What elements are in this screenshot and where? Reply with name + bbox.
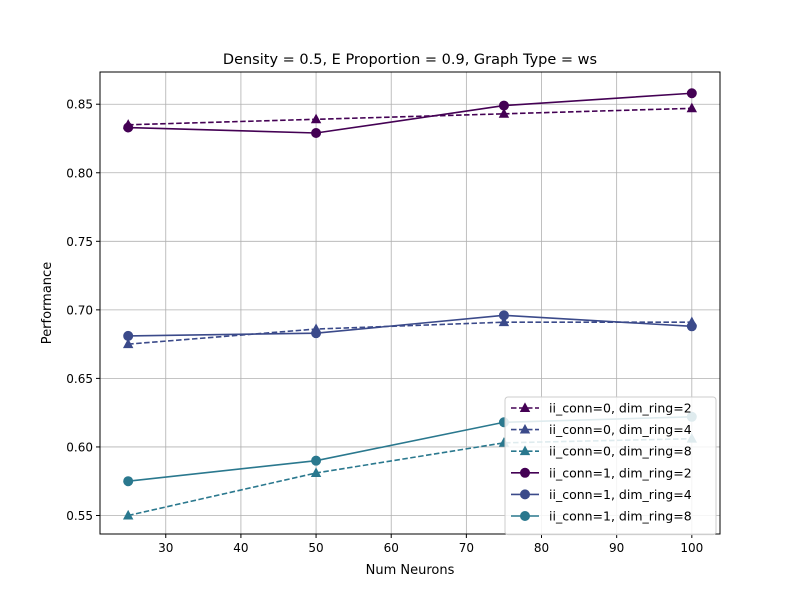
series-line <box>128 107 692 126</box>
data-point <box>311 328 322 339</box>
data-point <box>498 316 510 327</box>
data-point <box>123 476 134 487</box>
legend: ii_conn=0, dim_ring=2 ii_conn=0, dim_ring… <box>504 396 717 536</box>
legend-box <box>504 396 717 536</box>
legend-entry: ii_conn=1, dim_ring=2 <box>511 465 692 480</box>
legend-marker <box>519 402 531 412</box>
series-line-group <box>122 102 698 129</box>
data-point <box>498 310 509 321</box>
data-point <box>311 455 322 466</box>
series-line <box>128 314 692 337</box>
data-point <box>686 321 697 332</box>
data-point <box>310 113 322 124</box>
legend-entry: ii_conn=0, dim_ring=4 <box>511 422 692 437</box>
series-line-group <box>123 88 697 139</box>
data-point <box>123 122 134 133</box>
legend-entry: ii_conn=0, dim_ring=8 <box>511 444 692 459</box>
data-point <box>122 338 134 349</box>
chart-title: Density = 0.5, E Proportion = 0.9, Graph… <box>223 52 597 68</box>
legend-marker <box>519 445 531 456</box>
legend-label: ii_conn=1, dim_ring=2 <box>549 465 692 480</box>
data-point <box>498 108 510 118</box>
y-axis-label: Performance <box>40 262 55 344</box>
grid <box>100 72 720 534</box>
x-axis-label: Num Neurons <box>366 563 455 578</box>
series-line-group <box>123 310 697 341</box>
data-point <box>686 88 697 99</box>
x-tick-label: 30 <box>158 541 173 555</box>
legend-marker <box>520 511 530 521</box>
data-point <box>498 100 509 111</box>
legend-label: ii_conn=0, dim_ring=2 <box>549 401 692 416</box>
x-tick-label: 70 <box>459 541 474 555</box>
legend-marker <box>519 423 531 434</box>
axis-ticks: 30 40 50 60 70 80 90 100 0.55 0.60 0.65 0.70 0.75 0.8… <box>66 98 703 555</box>
legend-label: ii_conn=1, dim_ring=4 <box>549 487 692 502</box>
y-tick-label: 0.55 <box>66 509 93 523</box>
x-tick-label: 60 <box>384 541 399 555</box>
series-line <box>128 92 692 134</box>
data-point <box>311 128 322 139</box>
data-point <box>122 509 134 520</box>
x-tick-label: 100 <box>680 541 703 555</box>
y-tick-label: 0.85 <box>66 98 93 112</box>
legend-marker <box>520 489 530 500</box>
y-tick-label: 0.70 <box>66 303 93 317</box>
data-point <box>686 102 698 113</box>
data-point <box>310 467 322 477</box>
x-tick-label: 40 <box>233 541 248 555</box>
y-tick-label: 0.80 <box>66 166 93 180</box>
y-tick-label: 0.60 <box>66 440 93 454</box>
legend-label: ii_conn=0, dim_ring=4 <box>549 422 692 437</box>
x-tick-label: 50 <box>308 541 323 555</box>
x-tick-label: 80 <box>534 541 549 555</box>
series-line <box>128 321 692 345</box>
legend-entry: ii_conn=0, dim_ring=2 <box>511 401 692 416</box>
legend-label: ii_conn=1, dim_ring=8 <box>549 509 692 524</box>
data-point <box>123 330 134 341</box>
legend-entry: ii_conn=1, dim_ring=4 <box>511 487 692 502</box>
legend-marker <box>520 467 530 478</box>
y-tick-label: 0.75 <box>66 235 93 249</box>
legend-label: ii_conn=0, dim_ring=8 <box>549 444 692 459</box>
plot-frame <box>99 71 721 535</box>
legend-entry: ii_conn=1, dim_ring=8 <box>511 509 692 524</box>
x-tick-label: 90 <box>609 541 624 555</box>
y-tick-label: 0.65 <box>66 372 93 386</box>
